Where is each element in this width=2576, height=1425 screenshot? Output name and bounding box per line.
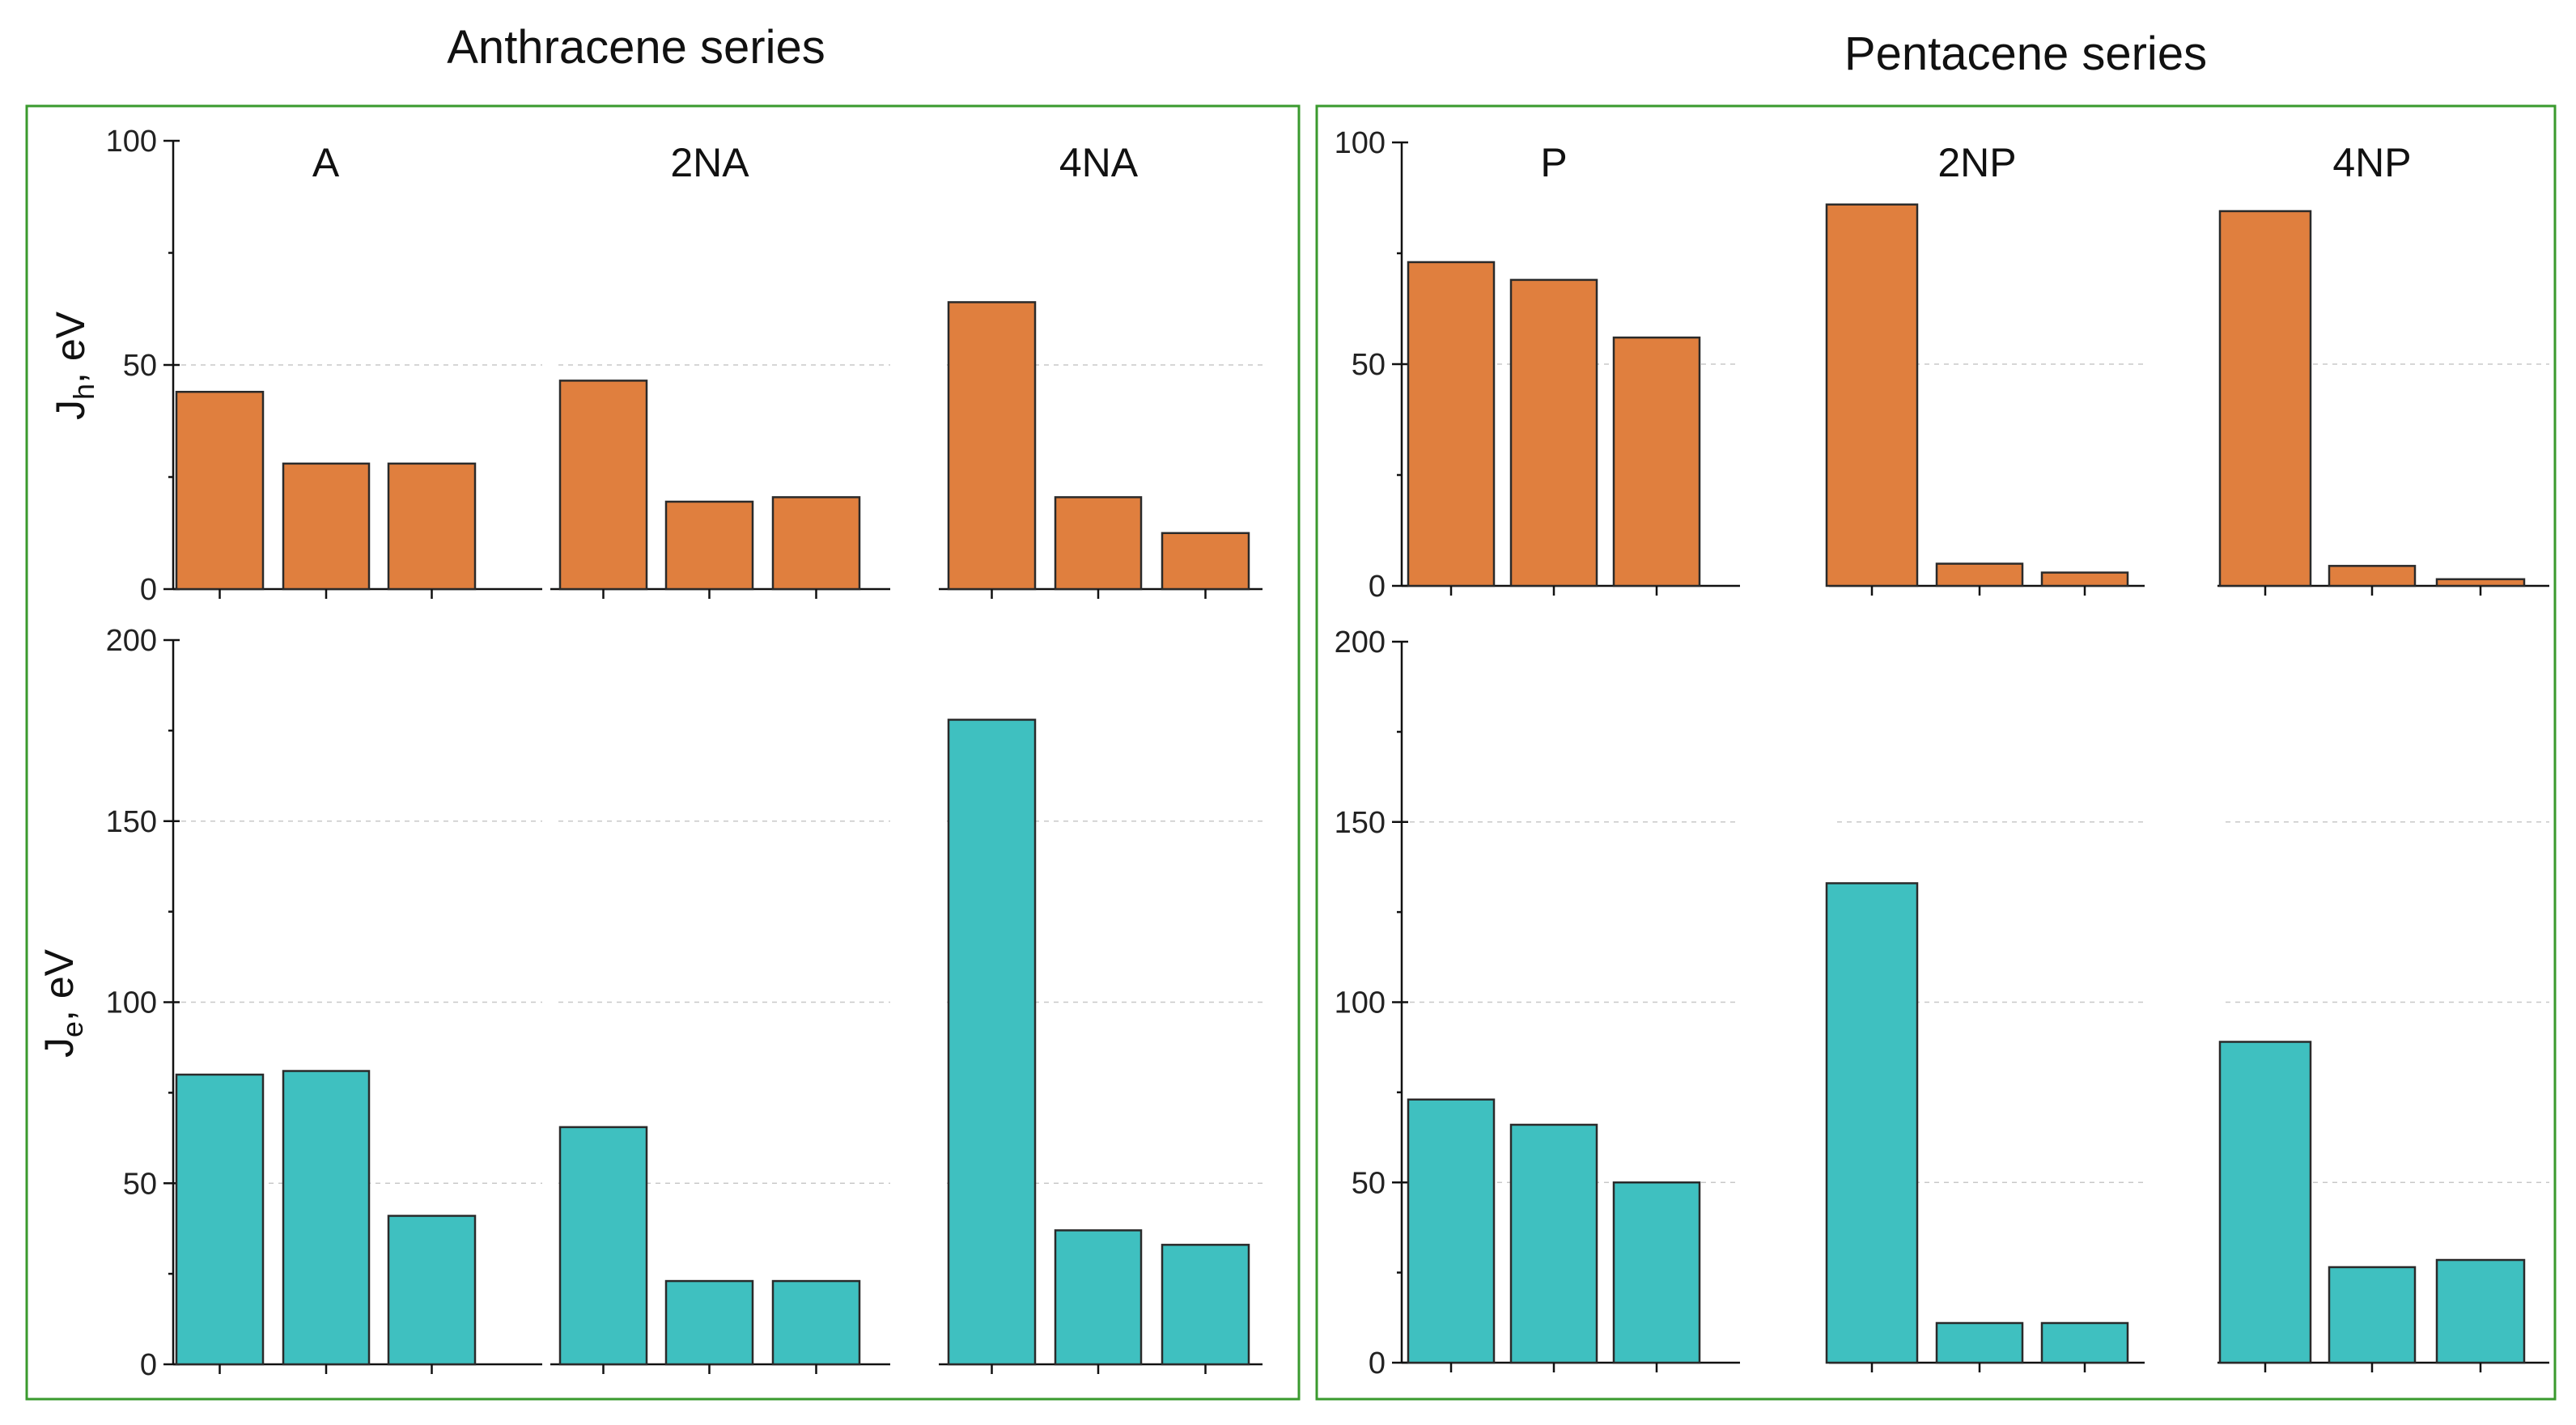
electron-axis-symbol: J bbox=[36, 1037, 82, 1058]
bar-hole-4na-2 bbox=[1054, 496, 1143, 591]
bar-hole-2na-2 bbox=[664, 500, 754, 591]
panel-label-2na: 2NA bbox=[670, 140, 749, 185]
y-tick-label-electron-0-3: 150 bbox=[106, 805, 157, 839]
y-tick-label-electron-0-4: 200 bbox=[106, 624, 157, 658]
bar-electron-2np-3 bbox=[2040, 1321, 2129, 1364]
hole-axis-symbol: J bbox=[48, 400, 93, 420]
y-tick-label-hole-0-1: 50 bbox=[123, 349, 157, 383]
bar-electron-p-3 bbox=[1612, 1181, 1701, 1364]
bar-hole-4np-2 bbox=[2328, 565, 2417, 587]
y-tick-label-electron-1-3: 150 bbox=[1335, 806, 1386, 840]
panel-label-4na: 4NA bbox=[1059, 140, 1139, 185]
y-tick-label-hole-1-2: 100 bbox=[1335, 126, 1386, 160]
bar-electron-4np-1 bbox=[2218, 1041, 2312, 1364]
bar-electron-4na-1 bbox=[947, 719, 1037, 1366]
bar-hole-4np-3 bbox=[2435, 578, 2526, 587]
bar-electron-4np-2 bbox=[2328, 1266, 2417, 1364]
y-tick-label-electron-0-0: 0 bbox=[140, 1348, 157, 1382]
bar-hole-p-2 bbox=[1509, 278, 1598, 587]
y-tick-label-hole-0-0: 0 bbox=[140, 573, 157, 607]
y-tick-label-electron-0-1: 50 bbox=[123, 1167, 157, 1201]
bar-hole-2na-3 bbox=[771, 496, 861, 591]
hole-axis-unit: , eV bbox=[48, 311, 93, 384]
bar-hole-2np-2 bbox=[1935, 562, 2024, 587]
bar-hole-a-2 bbox=[282, 462, 371, 591]
y-tick-label-electron-0-2: 100 bbox=[106, 986, 157, 1020]
y-tick-label-electron-1-1: 50 bbox=[1352, 1166, 1386, 1200]
y-tick-label-hole-0-2: 100 bbox=[106, 125, 157, 159]
bar-electron-a-1 bbox=[175, 1073, 265, 1366]
y-tick-label-electron-1-2: 100 bbox=[1335, 986, 1386, 1020]
bar-electron-2na-3 bbox=[771, 1279, 861, 1366]
electron-axis-subscript: e bbox=[56, 1021, 89, 1037]
pentacene-group-frame bbox=[1315, 104, 2557, 1401]
bar-hole-p-1 bbox=[1407, 261, 1496, 587]
bar-electron-a-3 bbox=[387, 1215, 477, 1366]
bar-electron-4na-3 bbox=[1161, 1244, 1250, 1366]
bar-hole-2na-1 bbox=[558, 380, 648, 591]
bar-hole-4na-3 bbox=[1161, 532, 1250, 591]
hole-axis-title: Jh, eV bbox=[48, 311, 100, 420]
bar-hole-2np-1 bbox=[1825, 203, 1919, 587]
plot-layer: 0 50 100 0 50 100 150 200 A 2NA 4NA 0 50 100 0 50 100 150… bbox=[106, 125, 2549, 1382]
bar-electron-4np-3 bbox=[2435, 1258, 2526, 1364]
pentacene-series-title: Pentacene series bbox=[1844, 28, 2207, 80]
bar-hole-4np-1 bbox=[2218, 210, 2312, 587]
bar-electron-p-2 bbox=[1509, 1123, 1598, 1364]
panel-label-4np: 4NP bbox=[2332, 140, 2411, 185]
electron-axis-title: Je, eV bbox=[36, 948, 89, 1058]
bar-hole-a-3 bbox=[387, 462, 477, 591]
bar-electron-2na-1 bbox=[558, 1126, 648, 1366]
bar-electron-2na-2 bbox=[664, 1279, 754, 1366]
panel-label-2np: 2NP bbox=[1937, 140, 2016, 185]
bar-electron-2np-1 bbox=[1825, 882, 1919, 1364]
panel-label-p: P bbox=[1540, 140, 1567, 185]
anthracene-group-frame bbox=[25, 104, 1301, 1401]
bar-hole-4na-1 bbox=[947, 301, 1037, 591]
y-tick-label-hole-1-1: 50 bbox=[1352, 348, 1386, 382]
y-tick-label-electron-1-4: 200 bbox=[1335, 626, 1386, 659]
bar-electron-p-1 bbox=[1407, 1098, 1496, 1364]
bar-hole-2np-3 bbox=[2040, 571, 2129, 587]
panel-label-a: A bbox=[312, 140, 340, 185]
y-tick-label-electron-1-0: 0 bbox=[1369, 1347, 1386, 1380]
bar-hole-p-3 bbox=[1612, 336, 1701, 587]
hole-axis-subscript: h bbox=[67, 384, 100, 400]
anthracene-series-title: Anthracene series bbox=[447, 21, 825, 74]
electron-axis-unit: , eV bbox=[36, 948, 82, 1021]
bar-electron-a-2 bbox=[282, 1070, 371, 1366]
bar-electron-2np-2 bbox=[1935, 1321, 2024, 1364]
bar-hole-a-1 bbox=[175, 390, 265, 591]
y-tick-label-hole-1-0: 0 bbox=[1369, 570, 1386, 604]
bar-electron-4na-2 bbox=[1054, 1229, 1143, 1366]
